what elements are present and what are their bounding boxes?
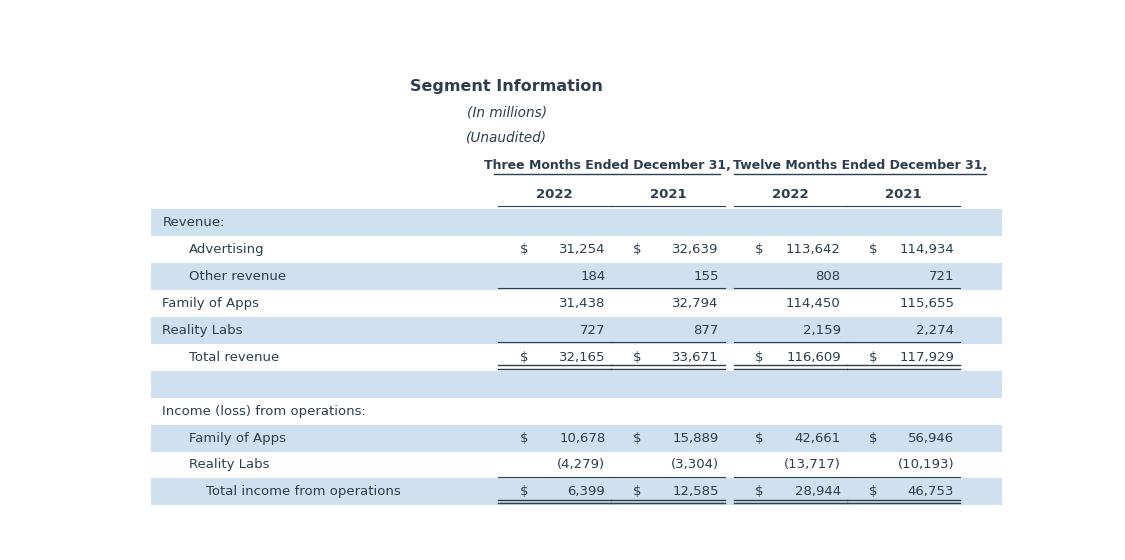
Text: $: $ <box>755 243 764 256</box>
Text: $: $ <box>633 432 641 445</box>
Text: $: $ <box>520 243 529 256</box>
Text: Segment Information: Segment Information <box>411 79 603 94</box>
Text: 46,753: 46,753 <box>908 486 954 498</box>
Text: Three Months Ended December 31,: Three Months Ended December 31, <box>484 159 730 172</box>
Text: Twelve Months Ended December 31,: Twelve Months Ended December 31, <box>732 159 987 172</box>
Text: Other revenue: Other revenue <box>189 270 286 283</box>
Text: 12,585: 12,585 <box>672 486 719 498</box>
Text: 2021: 2021 <box>885 188 921 201</box>
Text: $: $ <box>868 243 878 256</box>
Text: 6,399: 6,399 <box>568 486 605 498</box>
Text: 115,655: 115,655 <box>899 297 954 310</box>
Text: 117,929: 117,929 <box>899 351 954 363</box>
Bar <box>151 371 1002 398</box>
Text: (In millions): (In millions) <box>467 105 547 119</box>
Text: (3,304): (3,304) <box>670 459 719 472</box>
Text: Reality Labs: Reality Labs <box>162 324 243 337</box>
Text: $: $ <box>755 351 764 363</box>
Bar <box>151 317 1002 344</box>
Text: $: $ <box>520 486 529 498</box>
Text: 32,794: 32,794 <box>673 297 719 310</box>
Text: 2,159: 2,159 <box>803 324 840 337</box>
Text: 56,946: 56,946 <box>908 432 954 445</box>
Text: 31,438: 31,438 <box>559 297 605 310</box>
Text: $: $ <box>868 351 878 363</box>
Text: 114,450: 114,450 <box>786 297 840 310</box>
Text: Income (loss) from operations:: Income (loss) from operations: <box>162 404 367 418</box>
Text: 10,678: 10,678 <box>559 432 605 445</box>
Text: Reality Labs: Reality Labs <box>189 459 269 472</box>
Text: $: $ <box>755 486 764 498</box>
Text: Revenue:: Revenue: <box>162 216 225 229</box>
Text: (4,279): (4,279) <box>557 459 605 472</box>
Bar <box>151 209 1002 236</box>
Text: 31,254: 31,254 <box>559 243 605 256</box>
Text: 727: 727 <box>579 324 605 337</box>
Text: 721: 721 <box>928 270 954 283</box>
Text: 2022: 2022 <box>772 188 809 201</box>
Text: $: $ <box>520 351 529 363</box>
Text: 116,609: 116,609 <box>786 351 840 363</box>
Text: (10,193): (10,193) <box>898 459 954 472</box>
Bar <box>151 263 1002 290</box>
Text: 877: 877 <box>693 324 719 337</box>
Text: $: $ <box>868 432 878 445</box>
Text: 2,274: 2,274 <box>916 324 954 337</box>
Text: Family of Apps: Family of Apps <box>162 297 260 310</box>
Text: 184: 184 <box>580 270 605 283</box>
Text: 113,642: 113,642 <box>786 243 840 256</box>
Text: 808: 808 <box>816 270 840 283</box>
Text: Total revenue: Total revenue <box>189 351 279 363</box>
Text: Total income from operations: Total income from operations <box>206 486 400 498</box>
Text: $: $ <box>755 432 764 445</box>
Text: 155: 155 <box>693 270 719 283</box>
Text: 28,944: 28,944 <box>794 486 840 498</box>
Text: 42,661: 42,661 <box>794 432 840 445</box>
Text: (Unaudited): (Unaudited) <box>466 130 548 144</box>
Text: $: $ <box>868 486 878 498</box>
Text: 33,671: 33,671 <box>672 351 719 363</box>
Bar <box>151 424 1002 451</box>
Text: (13,717): (13,717) <box>784 459 840 472</box>
Text: $: $ <box>633 351 641 363</box>
Text: $: $ <box>633 243 641 256</box>
Bar <box>151 478 1002 506</box>
Text: 32,165: 32,165 <box>559 351 605 363</box>
Text: 15,889: 15,889 <box>673 432 719 445</box>
Text: 114,934: 114,934 <box>899 243 954 256</box>
Text: 32,639: 32,639 <box>673 243 719 256</box>
Text: 2021: 2021 <box>650 188 686 201</box>
Text: Family of Apps: Family of Apps <box>189 432 286 445</box>
Text: Advertising: Advertising <box>189 243 264 256</box>
Text: $: $ <box>520 432 529 445</box>
Text: $: $ <box>633 486 641 498</box>
Text: 2022: 2022 <box>537 188 573 201</box>
